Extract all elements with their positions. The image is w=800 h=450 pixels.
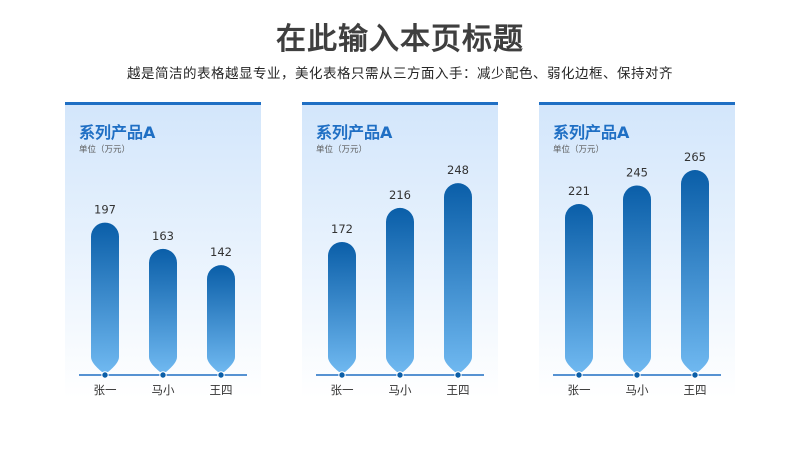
chart-title: 系列产品A xyxy=(316,123,393,142)
axis-dot xyxy=(217,371,225,379)
chart-unit-label: 单位（万元） xyxy=(553,145,605,155)
bar-chart-2: 172 张一 216 马小 248 王四 xyxy=(316,163,484,397)
data-label: 142 xyxy=(210,245,232,259)
bar-chart-1: 197 张一 163 马小 142 王四 xyxy=(79,203,247,397)
axis-dot xyxy=(633,371,641,379)
category-label: 张一 xyxy=(568,383,591,397)
category-label: 马小 xyxy=(389,383,412,397)
bar-chart-3: 221 张一 245 马小 265 王四 xyxy=(553,150,721,397)
category-label: 马小 xyxy=(152,383,175,397)
axis-dot xyxy=(338,371,346,379)
chart-title: 系列产品A xyxy=(553,123,630,142)
axis-dot xyxy=(396,371,404,379)
bar xyxy=(91,222,119,372)
chart-title: 系列产品A xyxy=(79,123,156,142)
data-label: 163 xyxy=(152,229,174,243)
chart-panel-3: 系列产品A 单位（万元） 221 张一 245 马小 265 王四 xyxy=(539,102,735,398)
chart-unit-label: 单位（万元） xyxy=(316,145,368,155)
axis-dot xyxy=(575,371,583,379)
page-title: 在此输入本页标题 xyxy=(276,22,524,57)
bar xyxy=(386,207,414,372)
data-label: 245 xyxy=(626,165,648,179)
category-label: 王四 xyxy=(447,383,470,397)
data-label: 216 xyxy=(389,188,411,202)
category-label: 张一 xyxy=(94,383,117,397)
category-label: 王四 xyxy=(210,383,233,397)
data-label: 221 xyxy=(568,184,590,198)
chart-unit-label: 单位（万元） xyxy=(79,145,131,155)
data-label: 172 xyxy=(331,222,353,236)
data-label: 248 xyxy=(447,163,469,177)
data-label: 265 xyxy=(684,150,706,164)
category-label: 马小 xyxy=(626,383,649,397)
chart-panel-2: 系列产品A 单位（万元） 172 张一 216 马小 248 王四 xyxy=(302,102,498,398)
bar xyxy=(623,185,651,372)
axis-dot xyxy=(454,371,462,379)
bar xyxy=(565,204,593,372)
bar xyxy=(328,241,356,372)
page-subtitle: 越是简洁的表格越显专业，美化表格只需从三方面入手：减少配色、弱化边框、保持对齐 xyxy=(127,66,673,82)
axis-dot xyxy=(159,371,167,379)
bar xyxy=(207,265,235,372)
axis-dot xyxy=(691,371,699,379)
bar xyxy=(444,183,472,372)
axis-dot xyxy=(101,371,109,379)
data-label: 197 xyxy=(94,203,116,217)
bar xyxy=(681,170,709,372)
chart-panel-1: 系列产品A 单位（万元） 197 张一 163 马小 142 王四 xyxy=(65,102,261,398)
category-label: 王四 xyxy=(684,383,707,397)
category-label: 张一 xyxy=(331,383,354,397)
bar xyxy=(149,248,177,372)
